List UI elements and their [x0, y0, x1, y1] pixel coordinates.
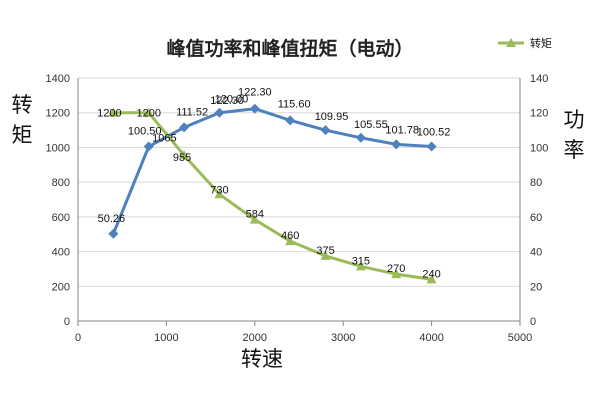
data-point	[108, 107, 119, 117]
data-point	[249, 103, 260, 114]
data-point	[143, 141, 154, 152]
x-tick-label: 3000	[331, 332, 355, 344]
legend-label: 转矩	[530, 36, 552, 50]
data-point	[355, 132, 366, 143]
data-label: 270	[387, 263, 405, 275]
axes: 0200400600800100012001400020406080100120…	[46, 73, 549, 344]
data-label: 730	[210, 184, 228, 196]
data-label: 315	[352, 255, 370, 267]
left-tick-label: 800	[52, 177, 70, 189]
data-label-extra: 122.30	[210, 95, 244, 107]
x-tick-label: 5000	[508, 332, 532, 344]
right-tick-label: 140	[530, 73, 548, 85]
left-tick-label: 1000	[46, 142, 70, 154]
right-tick-label: 40	[530, 247, 542, 259]
data-point	[285, 236, 296, 246]
data-point	[249, 214, 260, 224]
data-label: 1200	[136, 108, 160, 120]
data-point	[426, 274, 437, 284]
left-tick-label: 600	[52, 212, 70, 224]
left-tick-label: 400	[52, 247, 70, 259]
data-label: 100.50	[128, 126, 162, 138]
right-tick-label: 100	[530, 142, 548, 154]
chart-title: 峰值功率和峰值扭矩（电动）	[166, 37, 413, 60]
data-label: 375	[316, 245, 334, 257]
data-label: 1200	[97, 108, 121, 120]
data-label: 240	[422, 268, 440, 280]
legend-swatch-marker	[506, 38, 516, 47]
x-tick-label: 0	[75, 332, 81, 344]
data-point	[391, 269, 402, 279]
data-point	[108, 228, 119, 239]
right-tick-label: 120	[530, 108, 548, 120]
data-label: 100.52	[417, 127, 451, 139]
data-label: 584	[246, 209, 264, 221]
right-tick-label: 0	[530, 316, 536, 328]
data-point	[179, 122, 190, 133]
series-layer	[108, 103, 437, 284]
data-point	[355, 261, 366, 271]
right-axis-title: 功率	[564, 108, 585, 162]
data-label: 50.26	[98, 213, 126, 225]
data-label: 955	[173, 152, 191, 164]
right-tick-label: 60	[530, 212, 542, 224]
x-tick-label: 2000	[243, 332, 267, 344]
data-point	[214, 189, 225, 199]
data-label: 111.52	[176, 106, 208, 118]
x-tick-label: 4000	[419, 332, 443, 344]
data-label: 101.78	[385, 124, 419, 136]
data-point	[285, 115, 296, 126]
right-tick-label: 20	[530, 281, 542, 293]
data-label: 109.95	[315, 111, 349, 123]
series-line	[113, 111, 432, 281]
left-axis-title: 转矩	[12, 93, 33, 147]
data-label-extra: 1065	[152, 132, 176, 144]
data-point	[143, 107, 154, 117]
data-point	[426, 141, 437, 152]
left-tick-label: 1200	[46, 108, 70, 120]
data-label: 105.55	[354, 119, 388, 131]
x-tick-label: 1000	[154, 332, 178, 344]
left-tick-label: 200	[52, 281, 70, 293]
data-point	[320, 125, 331, 136]
left-tick-label: 0	[64, 316, 70, 328]
right-tick-label: 80	[530, 177, 542, 189]
data-point	[179, 150, 190, 160]
x-axis-title: 转速	[241, 347, 283, 371]
left-tick-label: 1400	[46, 73, 70, 85]
data-point	[320, 250, 331, 260]
data-label: 122.30	[238, 87, 272, 99]
data-label: 120.00	[215, 94, 249, 106]
data-point	[391, 139, 402, 150]
series-line	[111, 107, 432, 235]
legend: 转矩	[498, 36, 552, 50]
data-point	[214, 107, 225, 118]
data-label: 460	[281, 230, 299, 242]
data-label: 115.60	[278, 98, 311, 110]
